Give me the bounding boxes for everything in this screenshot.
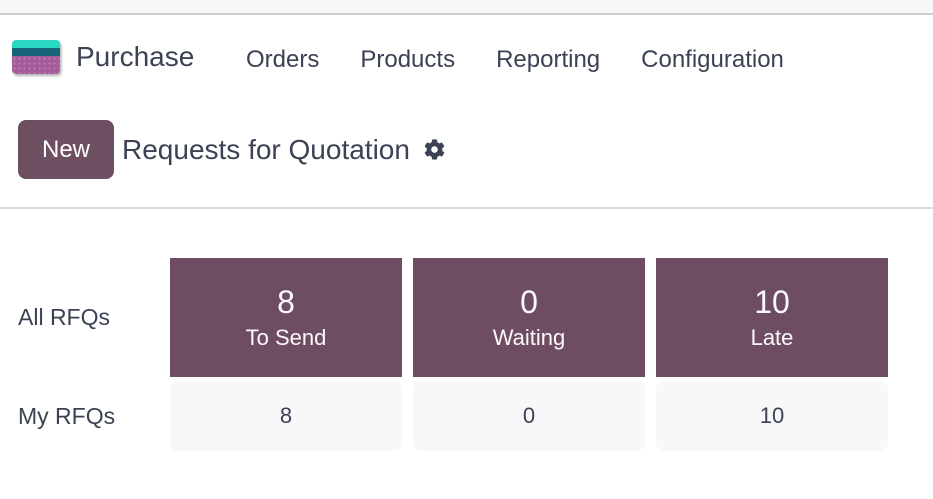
nav-item-reporting[interactable]: Reporting	[496, 46, 601, 73]
main-navbar: Orders Products Reporting Configuration	[246, 46, 784, 74]
purchase-app-icon-teal-band	[12, 40, 60, 48]
stat-card-waiting-count: 0	[520, 284, 538, 320]
new-button[interactable]: New	[18, 120, 114, 179]
gear-icon[interactable]	[424, 139, 445, 160]
stat-card-to-send-label: To Send	[245, 325, 327, 350]
breadcrumb: Requests for Quotation	[122, 120, 445, 179]
stat-card-to-send-count: 8	[277, 284, 295, 320]
stat-card-waiting[interactable]: 0 Waiting	[413, 258, 645, 377]
purchase-app-icon-mauve-band	[12, 56, 60, 74]
nav-item-products[interactable]: Products	[360, 46, 456, 73]
stat-card-late-label: Late	[750, 325, 794, 350]
dashboard-column-waiting: 0 Waiting 0	[413, 258, 645, 451]
control-panel-divider	[0, 207, 933, 209]
page-title: Requests for Quotation	[122, 133, 410, 165]
my-rfqs-to-send-cell[interactable]: 8	[170, 381, 402, 451]
stat-card-to-send[interactable]: 8 To Send	[170, 258, 402, 377]
nav-item-configuration[interactable]: Configuration	[641, 46, 784, 73]
purchase-app-icon[interactable]	[12, 40, 60, 74]
stat-card-late-count: 10	[754, 284, 790, 320]
dashboard-column-to-send: 8 To Send 8	[170, 258, 402, 451]
my-rfqs-late-cell[interactable]: 10	[656, 381, 888, 451]
purchase-app-icon-dark-teal-band	[12, 48, 60, 56]
row-label-all-rfqs: All RFQs	[18, 304, 110, 330]
stat-card-late[interactable]: 10 Late	[656, 258, 888, 377]
nav-item-orders[interactable]: Orders	[246, 46, 320, 73]
stat-card-waiting-label: Waiting	[492, 325, 566, 350]
app-name[interactable]: Purchase	[76, 41, 195, 72]
window-top-strip	[0, 0, 933, 15]
dashboard-column-late: 10 Late 10	[656, 258, 888, 451]
row-label-my-rfqs: My RFQs	[18, 402, 116, 429]
my-rfqs-waiting-cell[interactable]: 0	[413, 381, 645, 451]
